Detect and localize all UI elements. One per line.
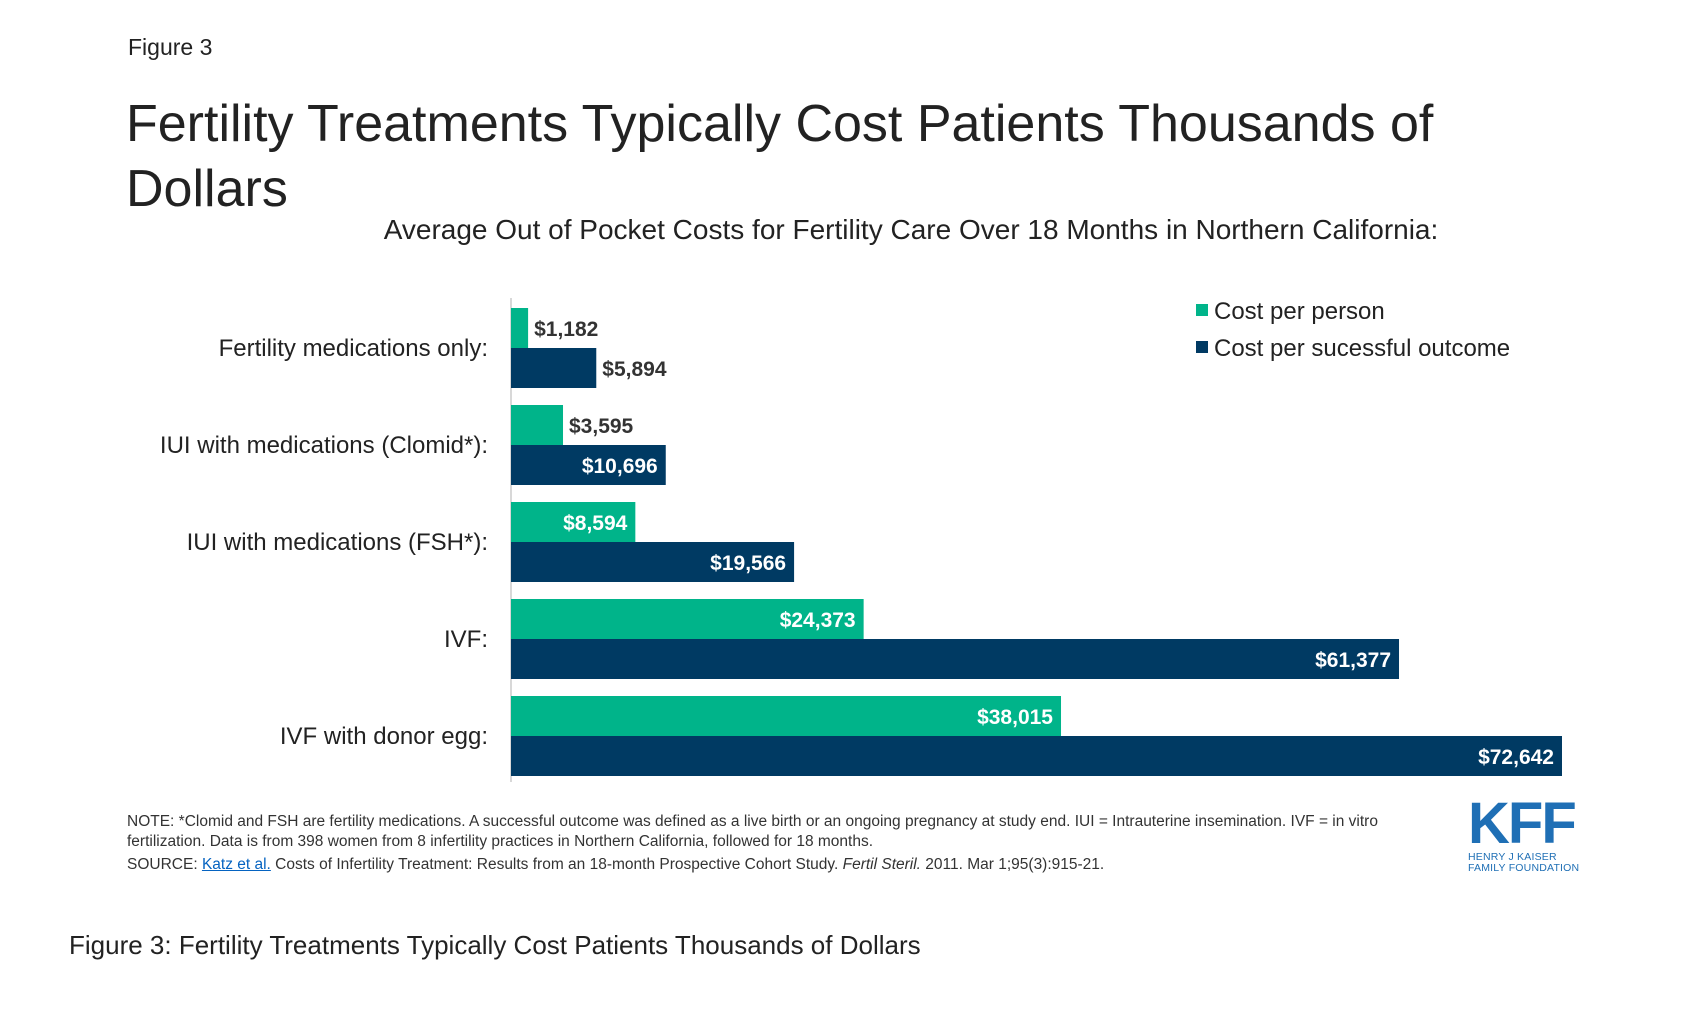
data-label: $8,594 [563,512,628,535]
legend-swatch-per-outcome [1196,341,1208,353]
bar-cost-per-outcome [511,445,666,485]
logo-line-2: FAMILY FOUNDATION [1468,862,1580,874]
legend-label-per-outcome: Cost per sucessful outcome [1214,335,1510,362]
data-label: $5,894 [602,358,667,381]
figure-label: Figure 3 [128,34,213,60]
source-text: SOURCE: Katz et al. Costs of Infertility… [127,856,1427,874]
source-link[interactable]: Katz et al. [201,856,271,873]
bar-cost-per-outcome [511,639,1400,679]
category-label: IUI with medications (Clomid*): [160,432,488,459]
bar-cost-per-outcome [511,542,795,582]
figure-caption: Figure 3: Fertility Treatments Typically… [69,930,921,960]
data-label: $24,373 [780,609,856,632]
logo-line-1: HENRY J KAISER [1468,851,1557,863]
source-journal: Fertil Steril. [842,856,921,873]
bar-cost-per-person [511,405,564,445]
category-label: Fertility medications only: [219,335,488,362]
logo-mark: KFF [1468,791,1577,856]
source-mid: Costs of Infertility Treatment: Results … [270,856,843,873]
bar-cost-per-person [511,599,864,639]
data-label: $3,595 [569,415,634,438]
bars-group: Fertility medications only: $1,182$5,894 I… [160,308,1562,776]
bar-cost-per-person [511,696,1062,736]
source-suffix: 2011. Mar 1;95(3):915-21. [920,856,1105,873]
legend-swatch-per-person [1196,304,1208,316]
data-label: $72,642 [1478,746,1554,769]
data-label: $1,182 [534,318,598,341]
note-text: NOTE: *Clomid and FSH are fertility medi… [127,813,1378,850]
data-label: $19,566 [710,552,786,575]
legend-label-per-person: Cost per person [1214,298,1385,325]
category-label: IVF: [444,626,488,653]
legend: Cost per person Cost per sucessful outco… [1196,298,1510,362]
bar-cost-per-outcome [511,736,1562,776]
bar-cost-per-person [511,308,529,348]
logo-subtitle: HENRY J KAISER FAMILY FOUNDATION [1468,852,1588,874]
chart-title: Fertility Treatments Typically Cost Pati… [126,95,1434,218]
category-label: IVF with donor egg: [280,723,488,750]
source-prefix: SOURCE: [127,856,202,873]
bar-cost-per-person [511,502,636,542]
data-label: $61,377 [1315,649,1391,672]
data-label: $10,696 [582,455,658,478]
kff-logo: KFF HENRY J KAISER FAMILY FOUNDATION [1468,791,1588,874]
bar-cost-per-outcome [511,348,597,388]
chart-subtitle: Average Out of Pocket Costs for Fertilit… [383,214,1439,245]
category-label: IUI with medications (FSH*): [187,529,488,556]
bar-chart: Fertility medications only: $1,182$5,894 I… [160,298,1562,782]
data-label: $38,015 [977,706,1053,729]
